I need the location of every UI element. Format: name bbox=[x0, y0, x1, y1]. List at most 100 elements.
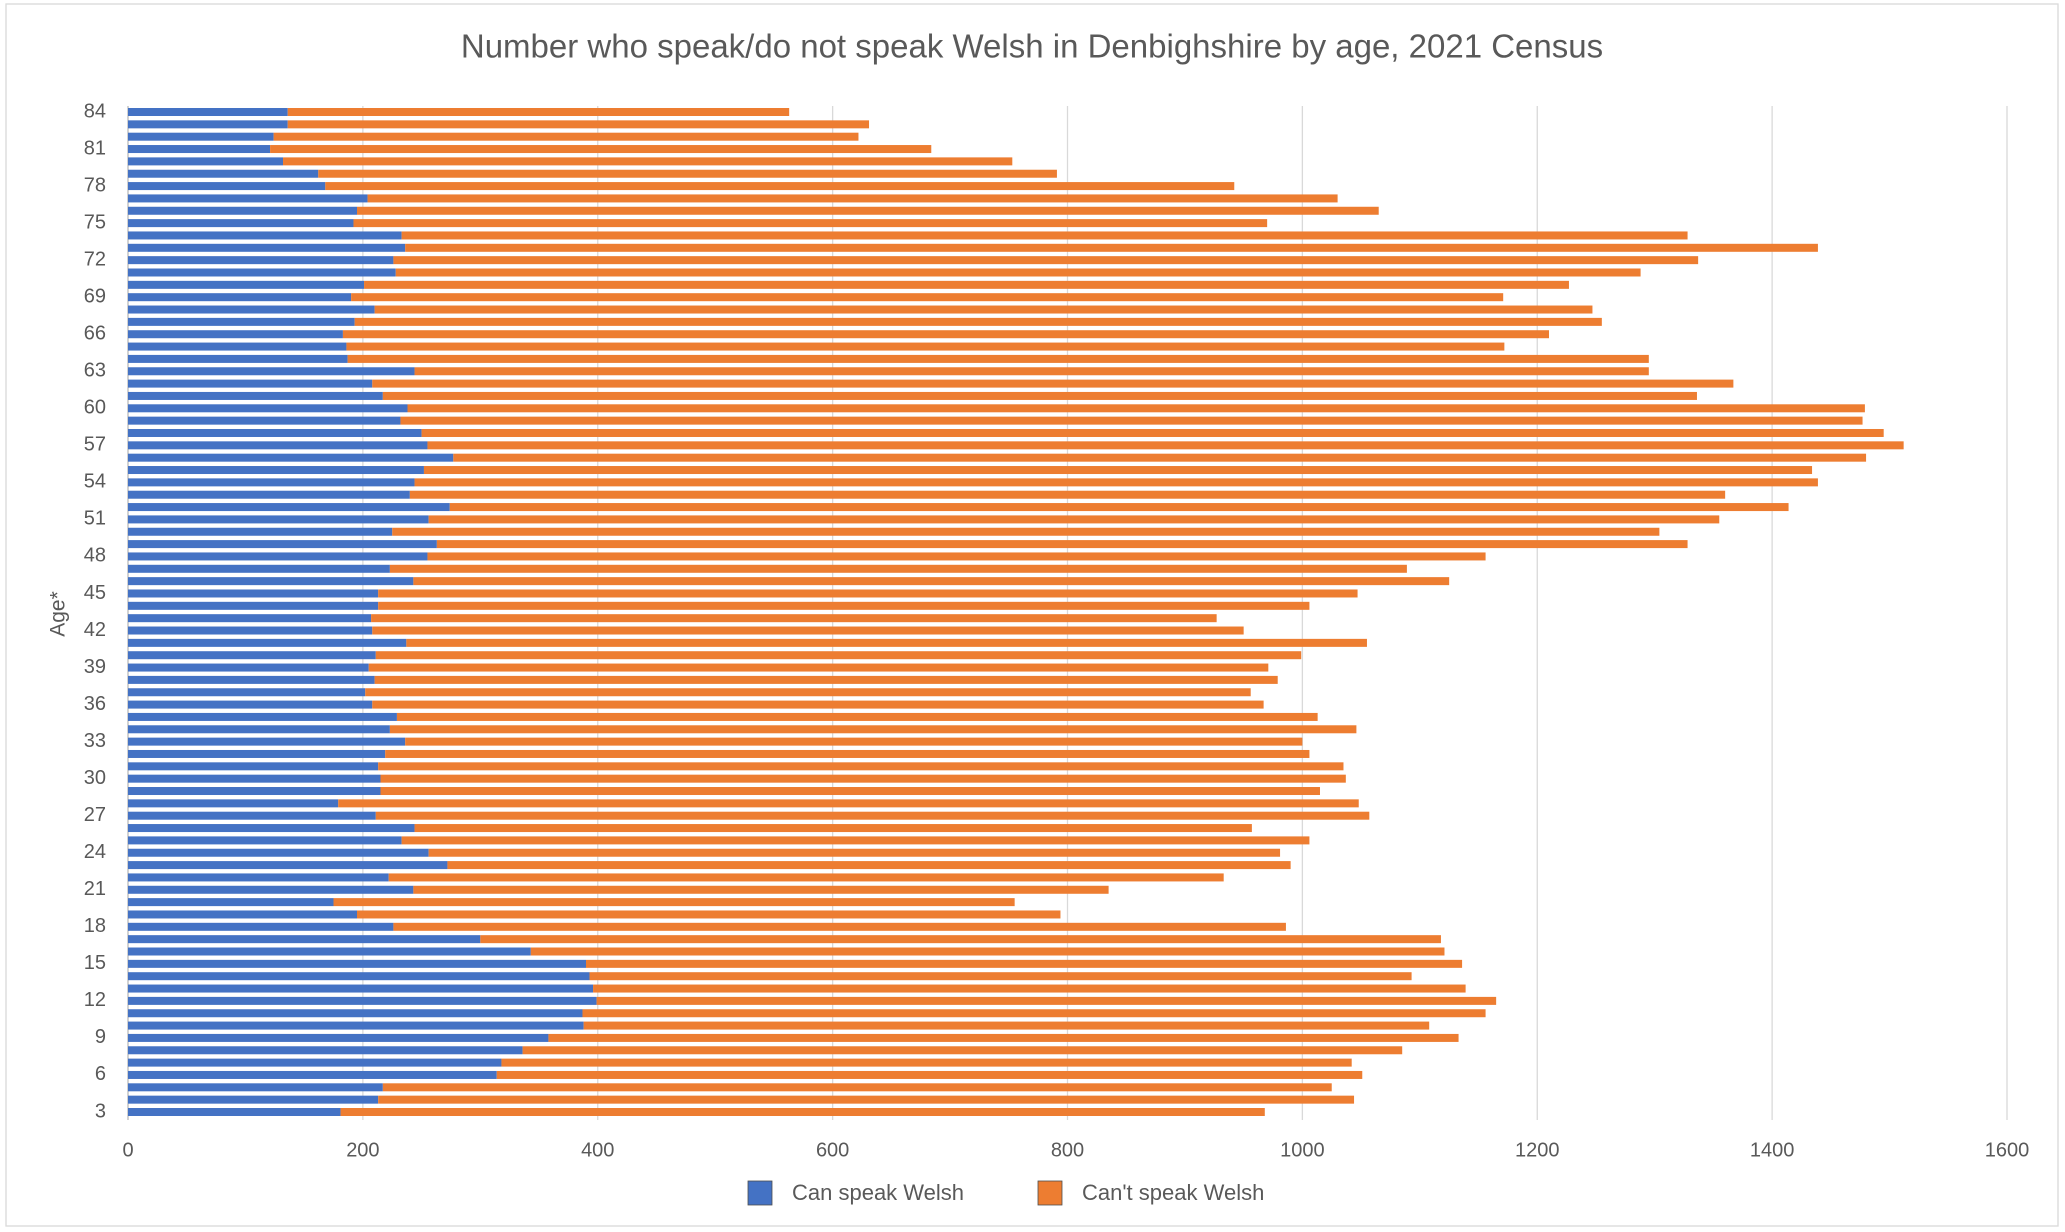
bar-segment bbox=[128, 317, 355, 326]
bar-segment bbox=[128, 712, 397, 721]
bar-segment bbox=[128, 1021, 584, 1030]
bar-segment bbox=[128, 391, 383, 400]
bar-segment bbox=[375, 651, 1302, 660]
bar-segment bbox=[428, 515, 1720, 524]
bar-segment bbox=[480, 935, 1441, 944]
bar-segment bbox=[128, 626, 373, 635]
legend-label: Can speak Welsh bbox=[792, 1180, 964, 1205]
y-axis-title: Age* bbox=[47, 591, 70, 637]
y-tick-label: 51 bbox=[84, 508, 106, 530]
legend-label: Can't speak Welsh bbox=[1082, 1180, 1264, 1205]
bar-segment bbox=[347, 354, 1649, 363]
bar-segment bbox=[128, 601, 379, 610]
bar-segment bbox=[128, 811, 376, 820]
bar-segment bbox=[128, 1033, 549, 1042]
y-tick-label: 18 bbox=[84, 915, 106, 937]
bar-segment bbox=[393, 256, 1699, 265]
bar-segment bbox=[427, 441, 1904, 450]
y-tick-label: 39 bbox=[84, 656, 106, 678]
bar-segment bbox=[423, 466, 1813, 475]
bar-segment bbox=[128, 996, 597, 1005]
bar-segment bbox=[380, 787, 1320, 796]
bar-segment bbox=[128, 836, 402, 845]
bar-segment bbox=[128, 330, 343, 339]
bar-segment bbox=[128, 959, 587, 968]
bar-segment bbox=[372, 379, 1734, 388]
bar-segment bbox=[128, 108, 288, 116]
bar-segment bbox=[128, 749, 386, 758]
bar-segment bbox=[128, 663, 369, 672]
bar-segment bbox=[128, 515, 429, 524]
bar-segment bbox=[128, 206, 358, 215]
y-tick-label: 15 bbox=[84, 952, 106, 974]
y-tick-label: 9 bbox=[95, 1026, 106, 1048]
bar-segment bbox=[393, 922, 1286, 931]
y-tick-label: 57 bbox=[84, 434, 106, 456]
y-tick-label: 21 bbox=[84, 878, 106, 900]
bar-segment bbox=[375, 811, 1370, 820]
bar-segment bbox=[128, 861, 448, 870]
bar-segment bbox=[270, 145, 932, 154]
x-tick-label: 1200 bbox=[1515, 1139, 1560, 1161]
bar-segment bbox=[325, 182, 1235, 191]
bar-segment bbox=[374, 305, 1593, 314]
bar-segment bbox=[128, 638, 407, 647]
bar-segment bbox=[340, 1108, 1265, 1116]
bar-segment bbox=[378, 1095, 1355, 1104]
bar-segment bbox=[392, 527, 1660, 536]
bar-segment bbox=[128, 1046, 523, 1055]
bar-segment bbox=[128, 503, 450, 512]
bar-segment bbox=[378, 601, 1310, 610]
bar-segment bbox=[128, 935, 481, 944]
bar-segment bbox=[372, 700, 1264, 709]
bar-segment bbox=[354, 317, 1602, 326]
bar-segment bbox=[367, 194, 1338, 203]
y-tick-label: 78 bbox=[84, 174, 106, 196]
bar-segment bbox=[128, 774, 381, 783]
bar-segment bbox=[128, 256, 394, 265]
bar-segment bbox=[364, 280, 1569, 289]
bar-segment bbox=[128, 305, 375, 314]
bar-segment bbox=[128, 540, 437, 549]
bar-segment bbox=[405, 737, 1303, 746]
bar-segment bbox=[414, 824, 1252, 833]
bar-segment bbox=[374, 675, 1278, 684]
bar-segment bbox=[501, 1058, 1352, 1067]
bar-segment bbox=[436, 540, 1688, 549]
bar-segment bbox=[128, 898, 334, 907]
bar-segment bbox=[401, 231, 1688, 240]
bar-segment bbox=[128, 848, 429, 857]
bar-segment bbox=[287, 120, 870, 129]
y-tick-label: 48 bbox=[84, 545, 106, 567]
bar-segment bbox=[596, 996, 1497, 1005]
bar-segment bbox=[128, 453, 454, 462]
bar-segment bbox=[388, 873, 1224, 882]
bar-segment bbox=[357, 910, 1061, 919]
bar-segment bbox=[421, 428, 1884, 437]
y-tick-label: 81 bbox=[84, 137, 106, 159]
legend-swatch bbox=[747, 1180, 773, 1206]
bar-segment bbox=[583, 1021, 1430, 1030]
bar-segment bbox=[128, 885, 414, 894]
bar-segment bbox=[128, 194, 368, 203]
bar-segment bbox=[128, 799, 339, 808]
bar-segment bbox=[427, 552, 1486, 561]
bar-segment bbox=[128, 1058, 502, 1067]
bar-segment bbox=[346, 342, 1505, 351]
bar-segment bbox=[378, 762, 1344, 771]
bar-segment bbox=[530, 947, 1445, 956]
bar-segment bbox=[273, 132, 859, 141]
bar-segment bbox=[382, 1083, 1332, 1092]
bar-segment bbox=[409, 490, 1726, 499]
bar-segment bbox=[128, 342, 347, 351]
bar-segment bbox=[128, 972, 590, 981]
bar-segment bbox=[128, 700, 373, 709]
bar-segment bbox=[128, 145, 271, 154]
bar-segment bbox=[128, 490, 410, 499]
bar-segment bbox=[453, 453, 1867, 462]
bar-segment bbox=[128, 527, 393, 536]
bar-segment bbox=[378, 589, 1358, 598]
bar-segment bbox=[414, 478, 1818, 487]
bar-segment bbox=[128, 379, 373, 388]
